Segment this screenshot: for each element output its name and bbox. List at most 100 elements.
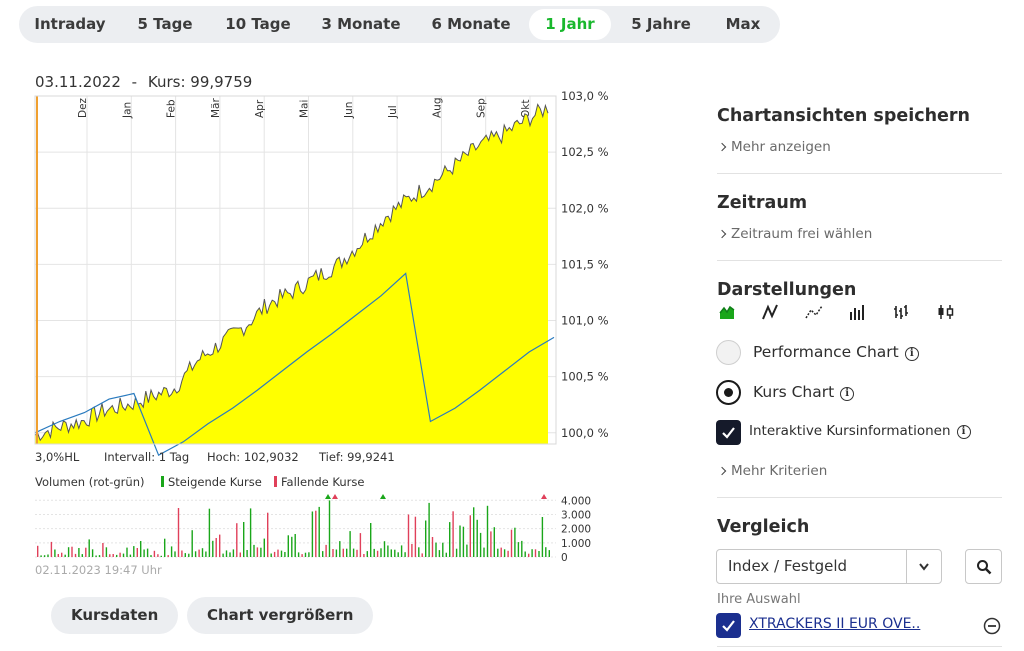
interactive-info-option[interactable]: Interaktive Kursinformationen i xyxy=(749,423,971,439)
more-criteria-link[interactable]: Mehr Kriterien xyxy=(717,463,828,479)
volume-bar xyxy=(503,549,506,557)
tab-5-jahre[interactable]: 5 Jahre xyxy=(631,15,691,33)
performance-chart-option[interactable]: Performance Chart i xyxy=(753,343,919,361)
volume-bar xyxy=(129,554,132,557)
volume-bar xyxy=(352,548,355,557)
volume-bar xyxy=(510,529,513,557)
volume-bar xyxy=(397,552,399,557)
volume-bar xyxy=(438,550,441,557)
price-chart[interactable]: 103,0 % 102,5 % 102,0 % 101,5 % 101,0 % 100,5… xyxy=(0,0,640,580)
info-icon[interactable]: i xyxy=(840,387,855,401)
tab-intraday[interactable]: Intraday xyxy=(34,15,106,33)
more-link[interactable]: Mehr anzeigen xyxy=(717,139,831,155)
interactive-info-label: Interaktive Kursinformationen xyxy=(749,423,951,439)
volume-bar xyxy=(280,550,283,557)
volume-bar xyxy=(256,547,259,557)
volume-bar xyxy=(414,516,417,557)
search-button[interactable] xyxy=(965,549,1002,584)
selection-checkbox[interactable] xyxy=(716,613,741,638)
volume-bar xyxy=(541,517,544,557)
volume-bar xyxy=(370,523,372,557)
volume-bar xyxy=(81,554,83,557)
volume-bar xyxy=(328,500,331,557)
volume-bar xyxy=(449,522,451,557)
volume-tick-label: 0 xyxy=(561,552,568,564)
volume-bar xyxy=(249,508,252,557)
volume-bar xyxy=(311,511,314,557)
volume-bar xyxy=(205,551,207,557)
tab-5-tage[interactable]: 5 Tage xyxy=(137,15,193,33)
volume-bar xyxy=(376,550,379,557)
volume-bar xyxy=(177,508,180,557)
remove-circle-icon[interactable] xyxy=(983,617,1001,635)
volume-bar xyxy=(325,544,327,557)
legend-falling: Fallende Kurse xyxy=(274,475,364,489)
stat-hoch: Hoch: 102,9032 xyxy=(207,450,299,464)
volume-bar xyxy=(105,547,108,557)
line-chart-icon[interactable] xyxy=(762,304,778,320)
volume-bar xyxy=(359,533,362,557)
volume-bar xyxy=(479,532,482,557)
time-range-tabs: Intraday 5 Tage 10 Tage 3 Monate 6 Monat… xyxy=(19,6,780,43)
volume-bar xyxy=(267,512,269,557)
chart-header-separator: - xyxy=(131,73,138,91)
volume-bar xyxy=(109,554,111,557)
info-icon[interactable]: i xyxy=(956,425,971,439)
area-chart-icon[interactable] xyxy=(719,304,735,320)
volume-bar xyxy=(373,548,375,557)
kurs-chart-radio[interactable] xyxy=(716,380,741,405)
comparison-select[interactable]: Index / Festgeld xyxy=(716,549,942,584)
volume-bar xyxy=(322,551,324,557)
volume-bar xyxy=(174,551,176,557)
x-tick-label: Jul xyxy=(387,105,399,119)
kursdaten-button[interactable]: Kursdaten xyxy=(51,597,179,634)
performance-chart-radio[interactable] xyxy=(716,340,741,365)
volume-bar xyxy=(548,550,550,557)
info-icon[interactable]: i xyxy=(904,347,919,361)
x-tick-label: Mär xyxy=(210,98,222,118)
volume-bar xyxy=(116,554,118,557)
candlestick-chart-icon[interactable] xyxy=(937,304,955,320)
volume-bar xyxy=(356,549,358,557)
kurs-chart-option[interactable]: Kurs Chart i xyxy=(753,383,855,401)
volume-bar xyxy=(153,550,156,557)
y-tick-label: 103,0 % xyxy=(561,89,609,103)
x-tick-label: Okt xyxy=(520,100,532,118)
volume-bar xyxy=(407,514,410,557)
ohlc-chart-icon[interactable] xyxy=(893,304,909,320)
volume-bar xyxy=(431,537,434,557)
stat-intervall: Intervall: 1 Tag xyxy=(104,450,190,464)
volume-bar xyxy=(531,549,533,557)
tab-1-jahr[interactable]: 1 Jahr xyxy=(529,9,611,40)
selection-item-link[interactable]: XTRACKERS II EUR OVE.. xyxy=(749,616,921,632)
more-criteria-label: Mehr Kriterien xyxy=(731,463,828,479)
volume-bar xyxy=(524,551,526,557)
volume-bar xyxy=(119,552,121,557)
volume-bar xyxy=(136,548,138,557)
legend-falling-swatch xyxy=(274,476,277,487)
volume-bar xyxy=(304,552,307,557)
zeitraum-link[interactable]: Zeitraum frei wählen xyxy=(717,226,872,242)
volume-bar xyxy=(225,550,228,557)
chart-enlarge-button[interactable]: Chart vergrößern xyxy=(187,597,374,634)
more-link-label: Mehr anzeigen xyxy=(731,139,831,155)
bar-chart-icon[interactable] xyxy=(849,304,865,320)
volume-bar xyxy=(37,545,39,557)
volume-bar xyxy=(514,527,516,557)
interactive-info-checkbox[interactable] xyxy=(716,420,741,445)
chart-date: 03.11.2022 xyxy=(35,73,121,91)
volume-bar xyxy=(387,545,389,557)
tab-3-monate[interactable]: 3 Monate xyxy=(321,15,401,33)
legend-rising-swatch xyxy=(161,476,164,487)
tab-10-tage[interactable]: 10 Tage xyxy=(225,15,291,33)
x-tick-label: Jun xyxy=(343,102,355,119)
volume-bar xyxy=(102,543,104,557)
volume-bar xyxy=(88,539,90,557)
volume-bar xyxy=(246,550,248,557)
volume-bar xyxy=(43,555,46,557)
volume-bar xyxy=(212,540,214,557)
tab-6-monate[interactable]: 6 Monate xyxy=(431,15,511,33)
tab-max[interactable]: Max xyxy=(725,15,761,33)
line-dots-chart-icon[interactable] xyxy=(805,304,823,320)
x-tick-label: Feb xyxy=(166,99,178,118)
